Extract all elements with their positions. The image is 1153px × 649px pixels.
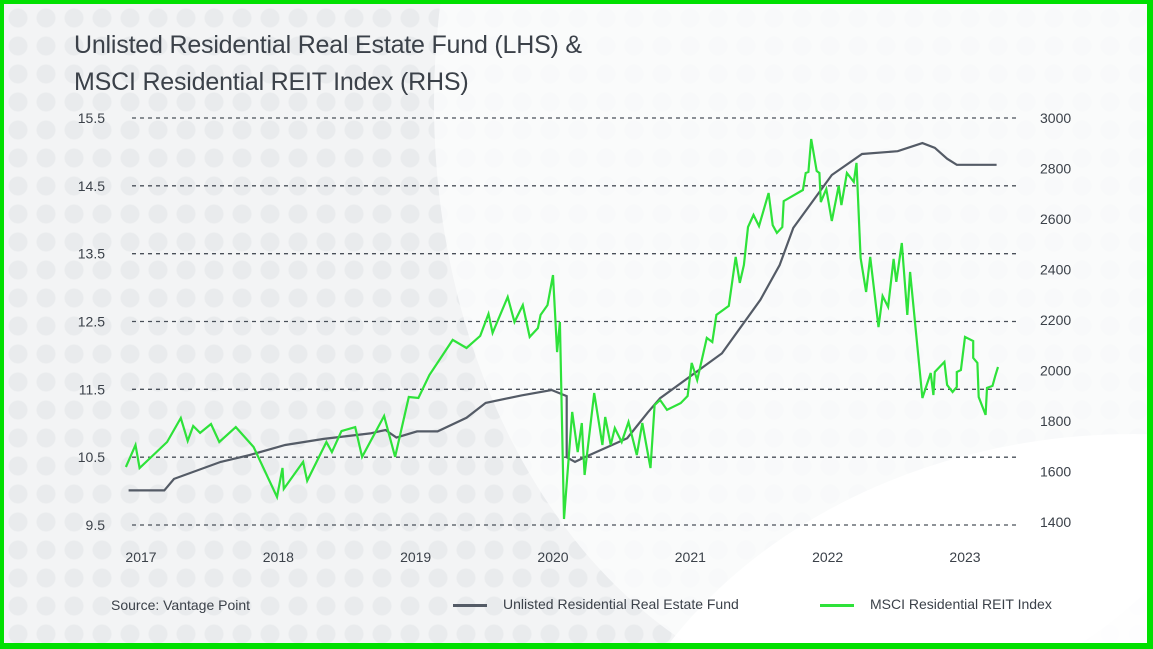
y-right-tick-label: 2200	[1040, 312, 1071, 328]
source-note: Source: Vantage Point	[111, 597, 251, 613]
y-left-tick-label: 11.5	[79, 381, 105, 397]
legend-item-reit: MSCI Residential REIT Index	[820, 596, 1052, 612]
x-tick-label: 2021	[675, 549, 706, 565]
y-axis-left: 15.5 14.5 13.5 12.5 11.5 10.5 9.5	[78, 110, 105, 533]
y-axis-right: 3000 2800 2600 2400 2200 2000 1800 1600 1400	[1040, 110, 1071, 530]
chart-frame	[4, 4, 1147, 643]
legend-label-fund: Unlisted Residential Real Estate Fund	[503, 596, 739, 612]
y-right-tick-label: 2400	[1040, 262, 1071, 278]
x-tick-label: 2022	[812, 549, 843, 565]
y-left-tick-label: 13.5	[78, 246, 105, 262]
y-left-tick-label: 15.5	[78, 110, 105, 126]
y-right-tick-label: 1400	[1040, 514, 1071, 530]
y-left-tick-label: 9.5	[86, 517, 106, 533]
series-line-reit	[124, 138, 1000, 520]
y-right-tick-label: 3000	[1040, 110, 1071, 126]
chart-title-line-1: Unlisted Residential Real Estate Fund (L…	[74, 31, 582, 59]
y-right-tick-label: 1800	[1040, 413, 1071, 429]
legend-swatch-reit	[820, 603, 854, 607]
legend-label-reit: MSCI Residential REIT Index	[870, 596, 1052, 612]
x-axis: 2017 2018 2019 2020 2021 2022 2023	[125, 549, 980, 565]
gridlines	[132, 117, 1020, 526]
legend-item-fund: Unlisted Residential Real Estate Fund	[453, 596, 739, 612]
y-left-tick-label: 10.5	[78, 449, 105, 465]
legend-swatch-fund	[453, 603, 487, 607]
x-tick-label: 2019	[400, 549, 431, 565]
y-right-tick-label: 1600	[1040, 464, 1071, 480]
chart-title: Unlisted Residential Real Estate Fund (L…	[74, 27, 582, 101]
x-tick-label: 2023	[949, 549, 980, 565]
series-line-fund	[128, 141, 997, 492]
x-tick-label: 2020	[537, 549, 568, 565]
y-right-tick-label: 2800	[1040, 161, 1071, 177]
x-tick-label: 2017	[125, 549, 156, 565]
y-left-tick-label: 12.5	[78, 314, 105, 330]
series-lines	[124, 138, 1000, 520]
y-left-tick-label: 14.5	[78, 178, 105, 194]
y-right-tick-label: 2000	[1040, 363, 1071, 379]
chart-title-line-2: MSCI Residential REIT Index (RHS)	[74, 68, 469, 96]
y-right-tick-label: 2600	[1040, 211, 1071, 227]
x-tick-label: 2018	[263, 549, 294, 565]
